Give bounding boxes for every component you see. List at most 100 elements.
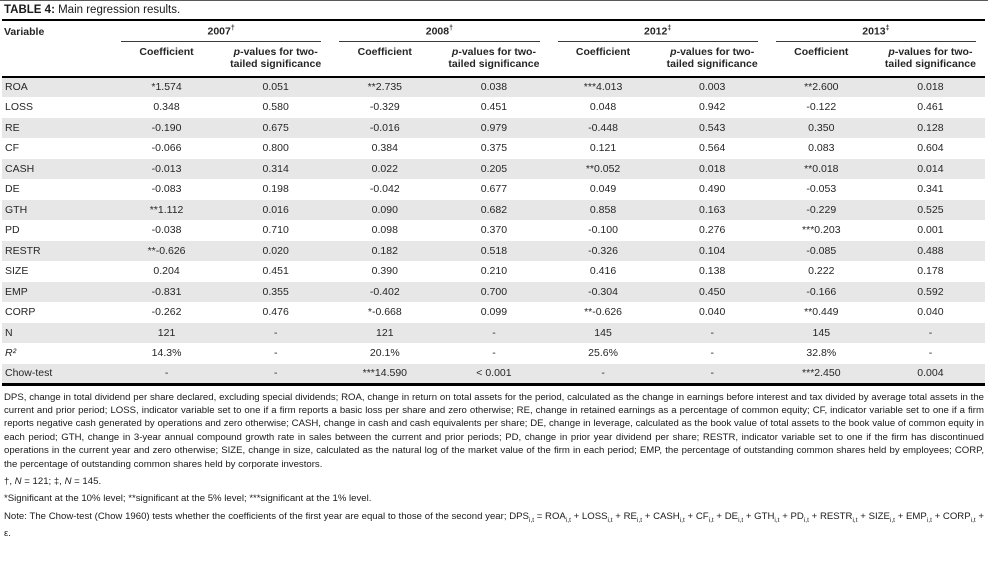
cell-value: 0.384 <box>371 142 398 155</box>
footnotes: DPS, change in total dividend per share … <box>2 386 985 541</box>
cell-value: < 0.001 <box>476 367 512 379</box>
cell-value: 0.222 <box>808 265 835 278</box>
cell-value: 0.040 <box>699 306 726 319</box>
year-group-header-2007: 2007† <box>112 21 330 42</box>
table-header: Variable 2007† 2008† 2012‡ 2013‡ Coefficien… <box>2 21 985 77</box>
cell-value: 0.543 <box>699 121 726 134</box>
cell-value: 0.049 <box>589 183 617 196</box>
cell-value: 0.682 <box>480 203 508 216</box>
variable-label: ROA <box>5 81 28 94</box>
cell-value: 0.138 <box>699 265 726 278</box>
table-row-de: DE -0.083 0.198 -0.042 0.677 0.049 0.490 -0.053… <box>2 179 985 200</box>
cell-value: **-0.626 <box>147 244 186 257</box>
table-row-corp: CORP -0.262 0.476 *-0.668 0.099 **-0.626 0.040… <box>2 302 985 323</box>
cell-value: 0.001 <box>917 224 944 237</box>
cell-value: 0.451 <box>480 101 508 114</box>
chow-test-note: Note: The Chow-test (Chow 1960) tests wh… <box>4 510 985 540</box>
pvalue-header-2008: p-values for two-tailed significance <box>448 45 540 71</box>
cell-value: -0.016 <box>369 121 400 134</box>
cell-value: 0.564 <box>699 142 726 155</box>
variable-label: SIZE <box>5 265 29 278</box>
cell-value: - <box>164 367 169 379</box>
cell-value: 0.451 <box>262 265 289 278</box>
variable-label: CASH <box>5 162 35 175</box>
cell-value: 0.580 <box>262 101 289 114</box>
variable-label: CORP <box>5 306 36 319</box>
coefficient-header-2013: Coefficient <box>794 45 849 58</box>
cell-value: ***0.203 <box>802 224 841 237</box>
cell-value: -0.013 <box>151 162 182 175</box>
cell-value: - <box>928 326 933 339</box>
cell-value: 0.163 <box>699 203 726 216</box>
cell-value: 0.488 <box>917 244 944 257</box>
cell-value: - <box>273 367 278 379</box>
table-row-restr: RESTR **-0.626 0.020 0.182 0.518 -0.326 0.104 -… <box>2 240 985 261</box>
year-group-header-2013: 2013‡ <box>767 21 985 42</box>
coefficient-header-2008: Coefficient <box>357 45 412 58</box>
cell-value: 0.016 <box>262 203 289 216</box>
cell-value: 145 <box>594 326 612 339</box>
cell-value: 121 <box>376 326 394 339</box>
cell-value: - <box>710 367 714 379</box>
significance-note: *Significant at the 10% level; **signifi… <box>4 493 372 505</box>
cell-value: 20.1% <box>369 347 400 360</box>
subheader-row: Coefficient p-values for two-tailed signi… <box>2 42 985 77</box>
cell-value: - <box>273 347 278 360</box>
variable-label: RE <box>5 121 20 134</box>
cell-value: 25.6% <box>588 347 618 360</box>
cell-value: 0.128 <box>917 121 944 134</box>
variable-label: PD <box>5 224 20 237</box>
cell-value: 0.205 <box>480 162 508 175</box>
cell-value: 0.090 <box>371 203 398 216</box>
cell-value: 0.416 <box>589 265 617 278</box>
cell-value: ***14.590 <box>362 367 407 379</box>
paper-page: TABLE 4: Main regression results. Variab… <box>0 0 988 541</box>
variable-label: CF <box>5 142 19 155</box>
cell-value: 14.3% <box>151 347 182 360</box>
table-row-size: SIZE 0.204 0.451 0.390 0.210 0.416 0.138 0.222 0… <box>2 261 985 282</box>
cell-value: 0.675 <box>262 121 289 134</box>
cell-value: 0.604 <box>917 142 944 155</box>
cell-value: -0.038 <box>151 224 182 237</box>
cell-value: **0.018 <box>804 162 839 175</box>
cell-value: 0.210 <box>480 265 508 278</box>
cell-value: 0.450 <box>699 285 726 298</box>
cell-value: 0.083 <box>808 142 835 155</box>
cell-value: **2.735 <box>367 81 403 94</box>
cell-value: -0.085 <box>806 244 837 257</box>
cell-value: **2.600 <box>804 81 839 94</box>
cell-value: - <box>492 347 496 360</box>
cell-value: **0.449 <box>804 306 839 319</box>
cell-value: 0.038 <box>480 81 508 94</box>
cell-value: ***2.450 <box>802 367 841 379</box>
cell-value: 0.003 <box>699 81 726 94</box>
table-title-text: Main regression results. <box>54 4 181 16</box>
cell-value: -0.066 <box>151 142 182 155</box>
cell-value: -0.083 <box>151 183 182 196</box>
pvalue-header-2007: p-values for two-tailed significance <box>230 45 322 71</box>
cell-value: 0.182 <box>371 244 398 257</box>
cell-value: 0.518 <box>480 244 508 257</box>
dagger-marker: † <box>230 25 235 32</box>
cell-value: 0.710 <box>262 224 289 237</box>
cell-value: 0.490 <box>699 183 726 196</box>
cell-value: 0.700 <box>480 285 508 298</box>
cell-value: *-0.668 <box>367 306 402 319</box>
year-group-header-2012: 2012‡ <box>549 21 767 42</box>
coefficient-header-2012: Coefficient <box>575 45 631 58</box>
cell-value: 0.051 <box>262 81 289 94</box>
cell-value: 0.004 <box>917 367 944 379</box>
cell-value: 121 <box>157 326 176 339</box>
dagger-marker: † <box>449 25 453 32</box>
cell-value: 0.370 <box>480 224 508 237</box>
cell-value: 0.355 <box>262 285 289 298</box>
cell-value: *1.574 <box>151 81 182 94</box>
cell-value: 0.121 <box>589 142 617 155</box>
cell-value: -0.831 <box>151 285 182 298</box>
table-row-cash: CASH -0.013 0.314 0.022 0.205 **0.052 0.018 **0… <box>2 158 985 179</box>
cell-value: 0.476 <box>262 306 289 319</box>
cell-value: -0.100 <box>588 224 618 237</box>
cell-value: - <box>928 347 933 360</box>
cell-value: 0.314 <box>262 162 289 175</box>
pvalue-header-2013: p-values for two-tailed significance <box>884 45 976 71</box>
